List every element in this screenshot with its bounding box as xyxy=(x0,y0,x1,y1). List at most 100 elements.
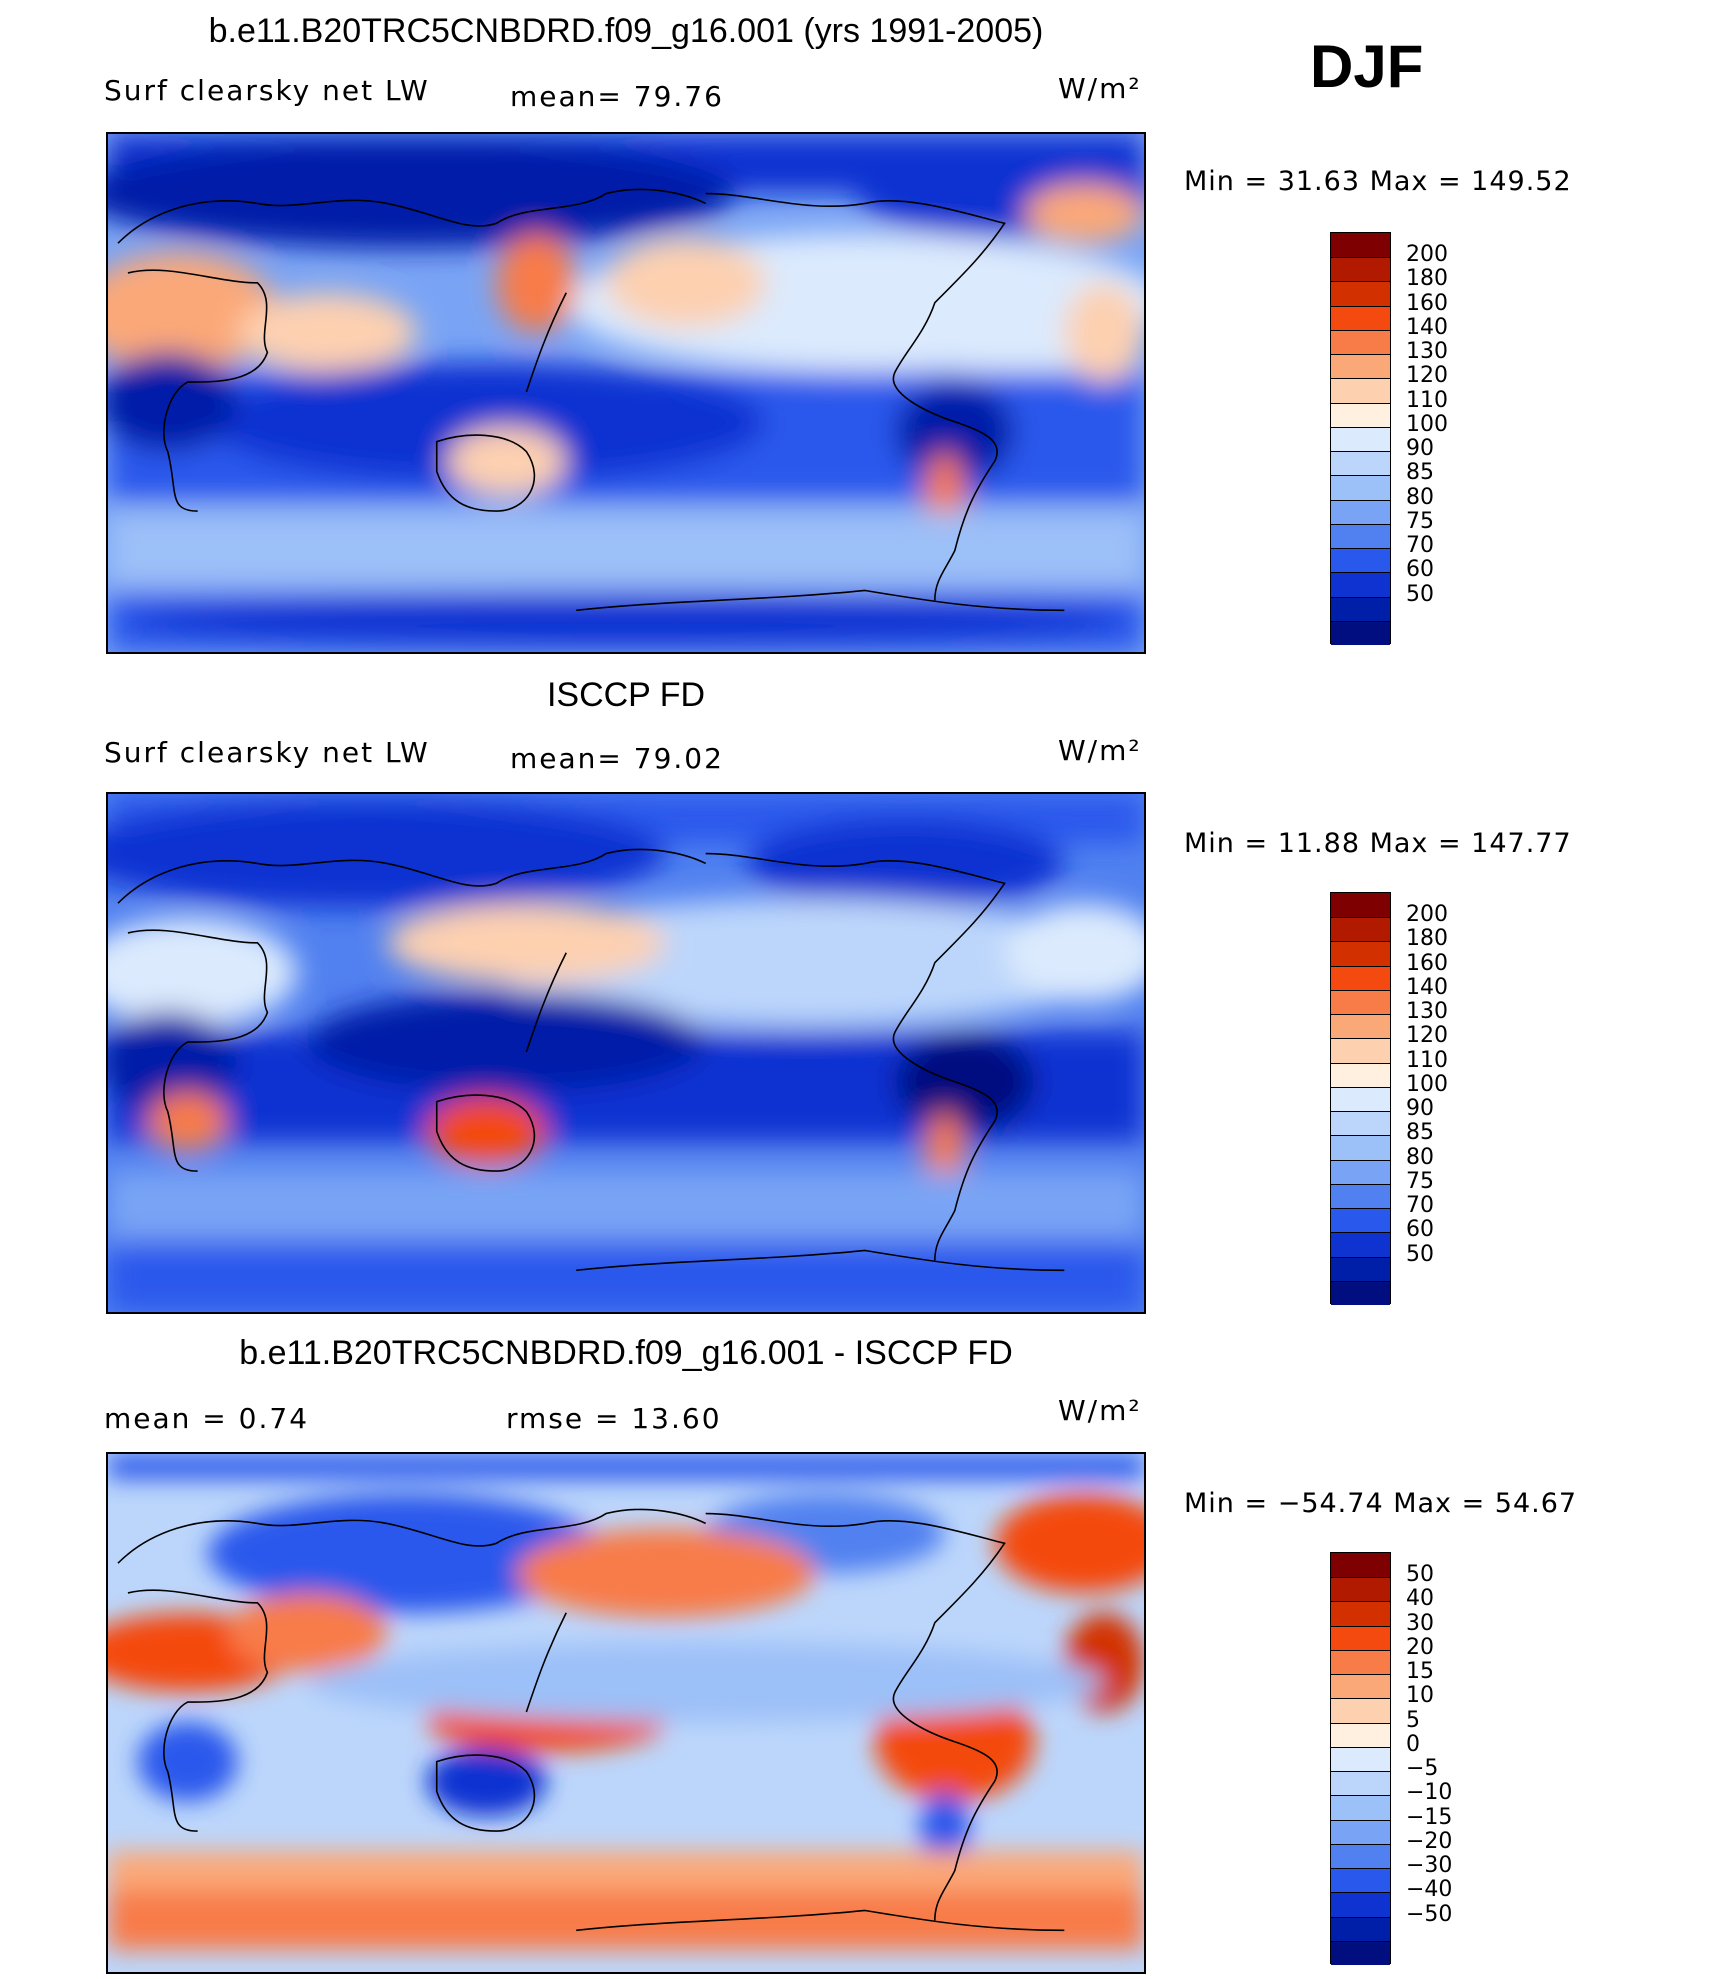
colorbar-tick-label: −10 xyxy=(1406,1780,1453,1806)
colorbar-segment xyxy=(1331,1795,1390,1820)
colorbar-tick-label: 20 xyxy=(1406,1634,1434,1660)
colorbar-segment xyxy=(1331,499,1390,524)
panel-2-units: W/m² xyxy=(1058,734,1142,767)
colorbar-segment xyxy=(1331,1038,1390,1063)
colorbar-tick-label: 30 xyxy=(1406,1610,1434,1636)
panel-2-map xyxy=(106,792,1146,1314)
panel-1-map xyxy=(106,132,1146,654)
colorbar-segment xyxy=(1331,451,1390,476)
colorbar-segment xyxy=(1331,1553,1390,1578)
colorbar-tick-label: 70 xyxy=(1406,1193,1434,1219)
colorbar-tick-label: 160 xyxy=(1406,950,1448,976)
panel-3-colorbar xyxy=(1330,1552,1391,1965)
panel-3-minmax: Min = −54.74 Max = 54.67 xyxy=(1184,1488,1578,1519)
colorbar-segment xyxy=(1331,1280,1390,1305)
colorbar-segment xyxy=(1331,1232,1390,1257)
panel-2-minmax: Min = 11.88 Max = 147.77 xyxy=(1184,828,1572,859)
colorbar-tick-label: 80 xyxy=(1406,484,1434,510)
panel-3-units: W/m² xyxy=(1058,1394,1142,1427)
colorbar-tick-label: 130 xyxy=(1406,339,1448,365)
colorbar-segment xyxy=(1331,281,1390,306)
colorbar-segment xyxy=(1331,1649,1390,1675)
panel-3-title: b.e11.B20TRC5CNBDRD.f09_g16.001 - ISCCP … xyxy=(239,1334,1013,1372)
colorbar-segment xyxy=(1331,1159,1390,1184)
colorbar-segment xyxy=(1331,1014,1390,1039)
colorbar-segment xyxy=(1331,354,1390,379)
colorbar-tick-label: 110 xyxy=(1406,1047,1448,1073)
colorbar-tick-label: −50 xyxy=(1406,1901,1453,1927)
colorbar-tick-label: 10 xyxy=(1406,1683,1434,1709)
colorbar-segment xyxy=(1331,1086,1390,1112)
colorbar-segment xyxy=(1331,1698,1390,1723)
colorbar-segment xyxy=(1331,257,1390,282)
panel-1-mean: mean= 79.76 xyxy=(510,80,724,113)
colorbar-tick-label: 50 xyxy=(1406,581,1434,607)
panel-2-mean: mean= 79.02 xyxy=(510,742,724,775)
colorbar-segment xyxy=(1331,965,1390,990)
colorbar-tick-label: 200 xyxy=(1406,242,1448,268)
colorbar-segment xyxy=(1331,893,1390,918)
panel-1-colorbar xyxy=(1330,232,1391,645)
colorbar-segment xyxy=(1331,596,1390,621)
colorbar-tick-label: 15 xyxy=(1406,1659,1434,1685)
colorbar-segment xyxy=(1331,1819,1390,1844)
colorbar-tick-label: 90 xyxy=(1406,436,1434,462)
colorbar-tick-label: −30 xyxy=(1406,1853,1453,1879)
colorbar-tick-label: 60 xyxy=(1406,1217,1434,1243)
colorbar-segment xyxy=(1331,426,1390,452)
colorbar-tick-label: 5 xyxy=(1406,1707,1420,1733)
colorbar-tick-label: 140 xyxy=(1406,974,1448,1000)
panel-1-minmax: Min = 31.63 Max = 149.52 xyxy=(1184,166,1572,197)
colorbar-segment xyxy=(1331,1256,1390,1281)
colorbar-tick-label: 120 xyxy=(1406,363,1448,389)
panel-3-map xyxy=(106,1452,1146,1974)
colorbar-tick-label: 200 xyxy=(1406,902,1448,928)
colorbar-segment xyxy=(1331,572,1390,597)
colorbar-segment xyxy=(1331,1892,1390,1917)
colorbar-tick-label: 110 xyxy=(1406,387,1448,413)
colorbar-segment xyxy=(1331,917,1390,942)
panel-3-rmse: rmse = 13.60 xyxy=(506,1402,722,1435)
colorbar-tick-label: 75 xyxy=(1406,1168,1434,1194)
colorbar-segment xyxy=(1331,1771,1390,1796)
colorbar-segment xyxy=(1331,329,1390,355)
colorbar-segment xyxy=(1331,1208,1390,1233)
colorbar-segment xyxy=(1331,233,1390,258)
colorbar-tick-label: 90 xyxy=(1406,1096,1434,1122)
colorbar-tick-label: 120 xyxy=(1406,1023,1448,1049)
colorbar-segment xyxy=(1331,305,1390,330)
panel-2-title: ISCCP FD xyxy=(546,676,706,714)
panel-1-variable: Surf clearsky net LW xyxy=(104,74,430,107)
panel-2-map-svg xyxy=(108,794,1144,1312)
colorbar-segment xyxy=(1331,1601,1390,1626)
colorbar-segment xyxy=(1331,1111,1390,1136)
colorbar-segment xyxy=(1331,1674,1390,1699)
colorbar-segment xyxy=(1331,1577,1390,1602)
colorbar-tick-label: 180 xyxy=(1406,266,1448,292)
colorbar-tick-label: 70 xyxy=(1406,533,1434,559)
colorbar-tick-label: 85 xyxy=(1406,1120,1434,1146)
panel-2-colorbar xyxy=(1330,892,1391,1305)
colorbar-tick-label: 50 xyxy=(1406,1241,1434,1267)
colorbar-segment xyxy=(1331,378,1390,403)
colorbar-segment xyxy=(1331,1746,1390,1772)
colorbar-tick-label: −5 xyxy=(1406,1756,1439,1782)
colorbar-tick-label: 0 xyxy=(1406,1731,1420,1757)
panel-3-mean: mean = 0.74 xyxy=(104,1402,310,1435)
panel-1-map-svg xyxy=(108,134,1144,652)
colorbar-tick-label: −40 xyxy=(1406,1877,1453,1903)
colorbar-segment xyxy=(1331,1940,1390,1965)
colorbar-tick-label: 130 xyxy=(1406,999,1448,1025)
season-label: DJF xyxy=(1310,33,1424,100)
colorbar-tick-label: 160 xyxy=(1406,290,1448,316)
colorbar-segment xyxy=(1331,1843,1390,1869)
colorbar-tick-label: 140 xyxy=(1406,314,1448,340)
colorbar-segment xyxy=(1331,1625,1390,1650)
colorbar-tick-label: 50 xyxy=(1406,1562,1434,1588)
colorbar-tick-label: 100 xyxy=(1406,1071,1448,1097)
colorbar-tick-label: 85 xyxy=(1406,460,1434,486)
colorbar-segment xyxy=(1331,941,1390,966)
panel-1-title: b.e11.B20TRC5CNBDRD.f09_g16.001 (yrs 199… xyxy=(208,12,1044,50)
colorbar-tick-label: −15 xyxy=(1406,1804,1453,1830)
colorbar-tick-label: 40 xyxy=(1406,1586,1434,1612)
